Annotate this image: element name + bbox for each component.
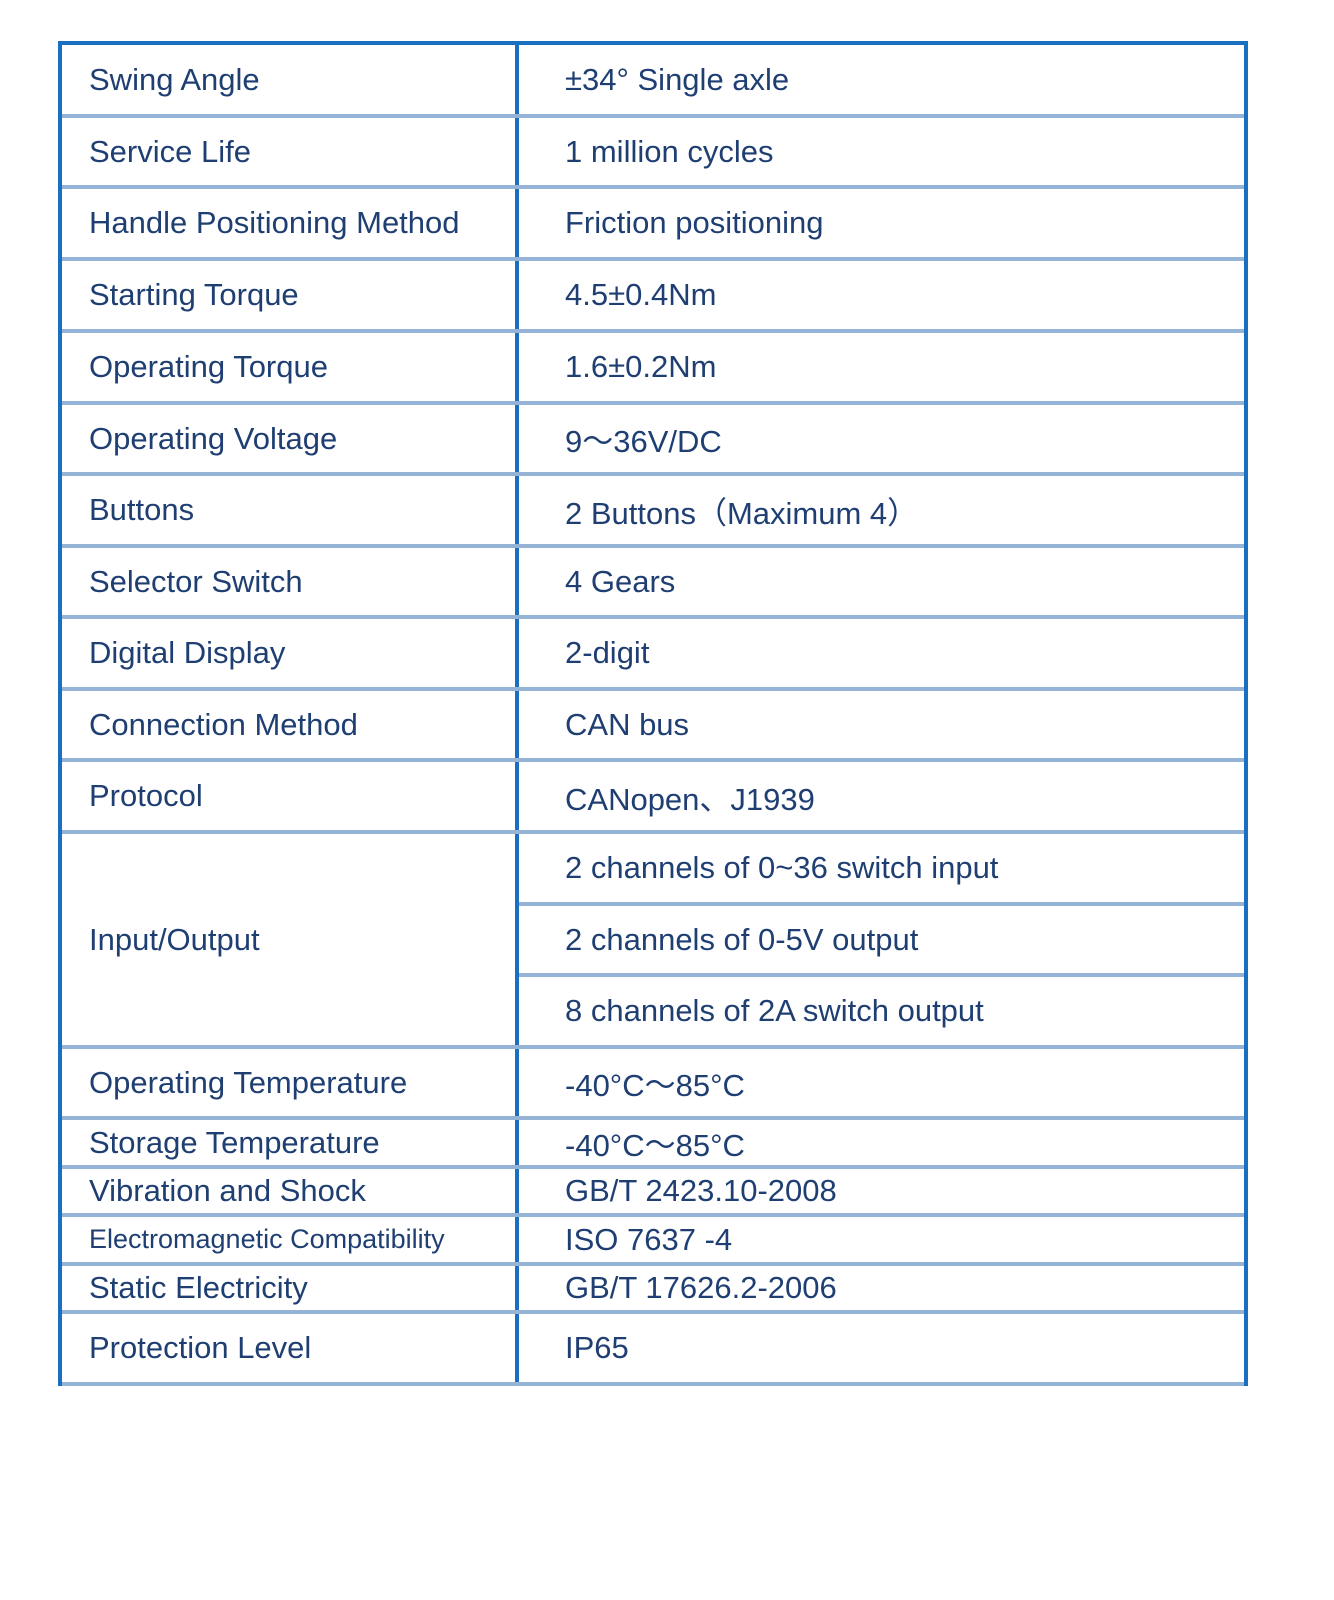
row-value: 2-digit xyxy=(565,635,650,670)
row-label: Static Electricity xyxy=(62,1266,519,1310)
row-label: Swing Angle xyxy=(62,45,519,114)
row-value: CAN bus xyxy=(565,706,690,742)
row-value: 1.6±0.2Nm xyxy=(565,349,717,384)
table-row: Static Electricity GB/T 17626.2-2006 xyxy=(62,1266,1244,1314)
table-row: Protocol CANopen、J1939 xyxy=(62,762,1244,834)
row-value: -40°C～85°C xyxy=(565,1068,745,1103)
table-row: Protection Level IP65 xyxy=(62,1314,1244,1386)
row-value: 9～36V/DC xyxy=(565,424,722,459)
table-row: Connection Method CAN bus xyxy=(62,691,1244,762)
row-sub-values: 2 channels of 0~36 switch input 2 channe… xyxy=(519,834,1244,1045)
row-value: -40°C～85°C xyxy=(565,1128,745,1163)
row-value: Friction positioning xyxy=(565,205,824,240)
row-value: 4.5±0.4Nm xyxy=(565,277,717,312)
table-row: Input/Output 2 channels of 0~36 switch i… xyxy=(62,834,1244,1049)
row-value: IP65 xyxy=(565,1330,629,1365)
row-label: Digital Display xyxy=(62,619,519,687)
row-label: Protection Level xyxy=(62,1314,519,1382)
row-label: Operating Voltage xyxy=(62,405,519,472)
row-label: Buttons xyxy=(62,476,519,544)
row-value: 8 channels of 2A switch output xyxy=(565,993,984,1029)
row-label: Starting Torque xyxy=(62,261,519,329)
row-label: Operating Torque xyxy=(62,333,519,401)
row-label: Operating Temperature xyxy=(62,1049,519,1116)
row-value: 4 Gears xyxy=(565,563,676,599)
table-row: Handle Positioning Method Friction positi… xyxy=(62,189,1244,261)
spec-table: Swing Angle ±34° Single axle Service Life… xyxy=(58,41,1248,1386)
row-label: Input/Output xyxy=(62,834,519,1045)
table-row: Starting Torque 4.5±0.4Nm xyxy=(62,261,1244,333)
table-row: Selector Switch 4 Gears xyxy=(62,548,1244,619)
row-label: Selector Switch xyxy=(62,548,519,615)
table-row: Service Life 1 million cycles xyxy=(62,118,1244,189)
table-row: Buttons 2 Buttons（Maximum 4） xyxy=(62,476,1244,548)
row-value: 2 channels of 0~36 switch input xyxy=(519,834,1244,906)
table-row: Operating Temperature -40°C～85°C xyxy=(62,1049,1244,1120)
row-label: Service Life xyxy=(62,118,519,185)
row-label: Electromagnetic Compatibility xyxy=(62,1217,519,1262)
table-row: Operating Torque 1.6±0.2Nm xyxy=(62,333,1244,405)
row-label: Vibration and Shock xyxy=(62,1169,519,1213)
table-row: Vibration and Shock GB/T 2423.10-2008 xyxy=(62,1169,1244,1217)
table-row: Electromagnetic Compatibility ISO 7637 -4 xyxy=(62,1217,1244,1266)
row-value: 2 Buttons（Maximum 4） xyxy=(565,495,919,531)
row-value: 2 channels of 0-5V output xyxy=(519,906,1244,978)
row-value: GB/T 2423.10-2008 xyxy=(565,1173,837,1208)
row-label: Storage Temperature xyxy=(62,1120,519,1165)
row-value: ±34° Single axle xyxy=(565,61,790,97)
table-row: Storage Temperature -40°C～85°C xyxy=(62,1120,1244,1169)
row-value: ISO 7637 -4 xyxy=(565,1221,733,1257)
row-label: Protocol xyxy=(62,762,519,830)
row-label: Connection Method xyxy=(62,691,519,758)
row-value: GB/T 17626.2-2006 xyxy=(565,1270,837,1305)
table-row: Digital Display 2-digit xyxy=(62,619,1244,691)
table-row: Operating Voltage 9～36V/DC xyxy=(62,405,1244,476)
row-value: CANopen、J1939 xyxy=(565,781,815,817)
table-row: Swing Angle ±34° Single axle xyxy=(62,45,1244,118)
row-value: 1 million cycles xyxy=(565,133,774,169)
row-label: Handle Positioning Method xyxy=(62,189,519,257)
